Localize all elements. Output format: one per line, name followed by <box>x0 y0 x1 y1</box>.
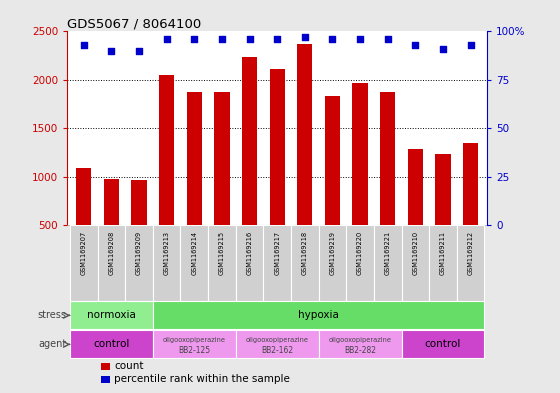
Bar <box>269 69 285 225</box>
FancyBboxPatch shape <box>208 225 236 301</box>
Text: agent: agent <box>39 340 67 349</box>
Bar <box>101 363 110 370</box>
FancyBboxPatch shape <box>319 331 402 358</box>
Point <box>80 42 88 48</box>
FancyBboxPatch shape <box>180 225 208 301</box>
Text: GSM1169217: GSM1169217 <box>274 231 280 275</box>
FancyBboxPatch shape <box>319 225 346 301</box>
Point <box>466 42 475 48</box>
Text: GSM1169207: GSM1169207 <box>81 231 87 275</box>
FancyBboxPatch shape <box>153 331 236 358</box>
Point <box>190 36 199 42</box>
Text: GDS5067 / 8064100: GDS5067 / 8064100 <box>67 17 202 30</box>
Text: GSM1169219: GSM1169219 <box>329 231 335 275</box>
Bar <box>214 92 230 225</box>
Bar <box>242 57 257 225</box>
Point <box>217 36 226 42</box>
Point <box>300 34 309 40</box>
Bar <box>132 180 147 225</box>
Point <box>134 48 143 54</box>
Text: GSM1169221: GSM1169221 <box>385 231 391 275</box>
FancyBboxPatch shape <box>402 225 429 301</box>
Text: normoxia: normoxia <box>87 310 136 320</box>
Point <box>356 36 365 42</box>
FancyBboxPatch shape <box>70 225 97 301</box>
Text: GSM1169212: GSM1169212 <box>468 231 474 275</box>
Text: control: control <box>93 340 129 349</box>
Text: count: count <box>114 361 144 371</box>
FancyBboxPatch shape <box>70 301 153 329</box>
FancyBboxPatch shape <box>263 225 291 301</box>
Text: control: control <box>425 340 461 349</box>
Bar <box>101 376 110 383</box>
FancyBboxPatch shape <box>346 225 374 301</box>
FancyBboxPatch shape <box>429 225 457 301</box>
Bar <box>352 83 368 225</box>
Text: GSM1169210: GSM1169210 <box>412 231 418 275</box>
Bar <box>104 179 119 225</box>
Bar <box>463 143 478 225</box>
Point <box>328 36 337 42</box>
Point <box>438 46 447 52</box>
Bar <box>186 92 202 225</box>
Text: hypoxia: hypoxia <box>298 310 339 320</box>
Text: GSM1169209: GSM1169209 <box>136 231 142 275</box>
Bar <box>408 149 423 225</box>
Point <box>245 36 254 42</box>
Text: GSM1169214: GSM1169214 <box>192 231 197 275</box>
Text: oligooxopiperazine: oligooxopiperazine <box>329 337 391 343</box>
Bar <box>435 154 451 225</box>
Bar <box>159 75 174 225</box>
Text: GSM1169220: GSM1169220 <box>357 231 363 275</box>
Text: GSM1169211: GSM1169211 <box>440 231 446 275</box>
FancyBboxPatch shape <box>457 225 484 301</box>
FancyBboxPatch shape <box>402 331 484 358</box>
FancyBboxPatch shape <box>153 225 180 301</box>
Point <box>383 36 392 42</box>
Text: BB2-125: BB2-125 <box>178 346 211 355</box>
Point <box>411 42 420 48</box>
FancyBboxPatch shape <box>374 225 402 301</box>
Bar <box>76 169 91 225</box>
Bar <box>297 44 312 225</box>
Point <box>273 36 282 42</box>
Text: GSM1169213: GSM1169213 <box>164 231 170 275</box>
Text: oligooxopiperazine: oligooxopiperazine <box>163 337 226 343</box>
Bar <box>380 92 395 225</box>
FancyBboxPatch shape <box>236 331 319 358</box>
FancyBboxPatch shape <box>291 225 319 301</box>
Text: GSM1169208: GSM1169208 <box>109 231 114 275</box>
Text: percentile rank within the sample: percentile rank within the sample <box>114 375 290 384</box>
FancyBboxPatch shape <box>70 331 153 358</box>
FancyBboxPatch shape <box>236 225 263 301</box>
FancyBboxPatch shape <box>153 301 484 329</box>
Text: GSM1169218: GSM1169218 <box>302 231 308 275</box>
Point <box>162 36 171 42</box>
Bar <box>325 96 340 225</box>
FancyBboxPatch shape <box>125 225 153 301</box>
Text: oligooxopiperazine: oligooxopiperazine <box>246 337 309 343</box>
Text: BB2-162: BB2-162 <box>261 346 293 355</box>
Text: GSM1169216: GSM1169216 <box>246 231 253 275</box>
Text: GSM1169215: GSM1169215 <box>219 231 225 275</box>
Text: stress: stress <box>38 310 67 320</box>
Point <box>107 48 116 54</box>
FancyBboxPatch shape <box>97 225 125 301</box>
Text: BB2-282: BB2-282 <box>344 346 376 355</box>
